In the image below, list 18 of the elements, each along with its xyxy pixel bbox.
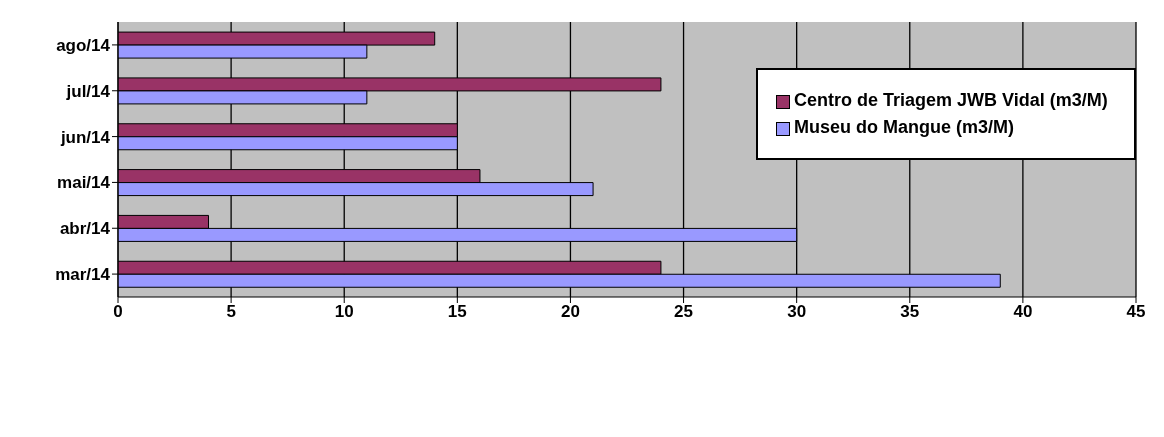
x-tick-label: 20	[560, 302, 580, 322]
x-tick-label: 30	[787, 302, 807, 322]
x-tick-label: 15	[447, 302, 467, 322]
legend-label: Centro de Triagem JWB Vidal (m3/M)	[794, 90, 1108, 111]
legend-label: Museu do Mangue (m3/M)	[794, 117, 1014, 138]
x-tick-label: 40	[1013, 302, 1033, 322]
x-tick-label: 10	[334, 302, 354, 322]
x-tick-label: 25	[674, 302, 694, 322]
y-tick-label: mai/14	[57, 173, 111, 193]
x-tick-label: 5	[226, 302, 236, 322]
x-tick-label: 0	[113, 302, 123, 322]
y-tick-label: abr/14	[59, 219, 111, 239]
y-tick-label: jul/14	[65, 81, 111, 101]
y-tick-label: ago/14	[56, 35, 111, 55]
y-tick-label: mar/14	[55, 265, 111, 285]
x-tick-label: 45	[1126, 302, 1146, 322]
y-tick-label: jun/14	[59, 127, 111, 147]
x-tick-label: 35	[900, 302, 920, 322]
